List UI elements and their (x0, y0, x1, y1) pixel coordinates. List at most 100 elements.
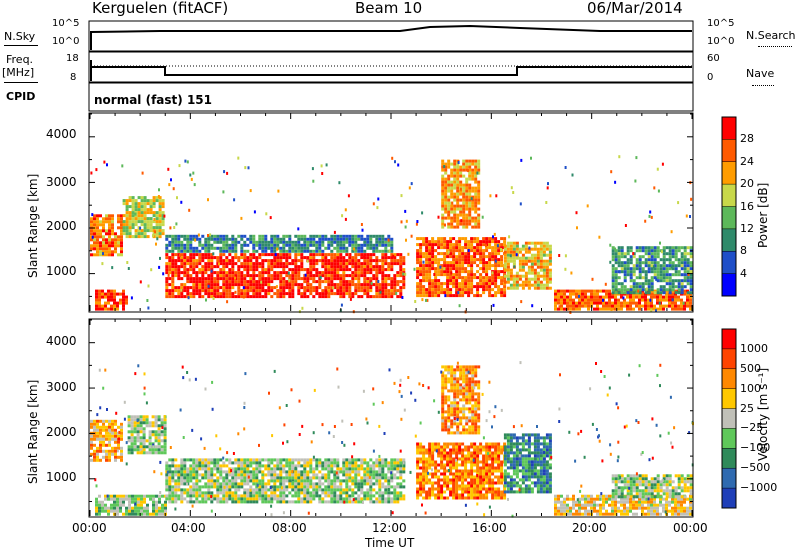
power-scatter-cell (598, 236, 600, 239)
power-cell (288, 286, 291, 289)
velocity-cell (140, 501, 143, 504)
power-cell (189, 253, 192, 256)
power-cell (327, 286, 330, 289)
power-cell (422, 279, 425, 282)
power-cell (255, 244, 258, 247)
velocity-cell (120, 453, 123, 456)
velocity-cell (276, 458, 279, 461)
power-cell (468, 202, 471, 205)
power-cell (519, 275, 522, 278)
power-cell (422, 285, 425, 288)
power-cell (569, 305, 572, 308)
velocity-cell (180, 461, 183, 464)
power-cell (261, 295, 264, 298)
velocity-cell (102, 450, 105, 453)
power-cell (402, 268, 405, 271)
velocity-cell (107, 510, 110, 513)
power-cell (482, 285, 485, 288)
power-cell (246, 250, 249, 253)
power-cell (375, 238, 378, 241)
velocity-cell (378, 467, 381, 470)
power-cell (107, 302, 110, 305)
velocity-cell (225, 485, 228, 488)
power-cell (165, 292, 168, 295)
power-cell (494, 285, 497, 288)
power-cell (630, 279, 633, 282)
power-cell (399, 280, 402, 283)
power-scatter-cell (690, 198, 692, 201)
power-cell (336, 250, 339, 253)
power-cell (510, 245, 513, 248)
power-cell (464, 285, 467, 288)
power-cell (357, 280, 360, 283)
power-cell (488, 246, 491, 249)
power-cell (455, 249, 458, 252)
power-cell (516, 257, 519, 260)
power-cell (636, 267, 639, 270)
velocity-cell (158, 501, 161, 504)
velocity-cell (228, 473, 231, 476)
power-scatter-cell (444, 294, 446, 297)
power-cell (264, 277, 267, 280)
power-cell (297, 238, 300, 241)
power-cell (279, 292, 282, 295)
velocity-cell (378, 461, 381, 464)
power-cell (252, 247, 255, 250)
power-cell (467, 291, 470, 294)
power-scatter-cell (377, 280, 379, 283)
power-cell (462, 220, 465, 223)
power-cell (315, 244, 318, 247)
power-cell (461, 258, 464, 261)
power-cell (399, 253, 402, 256)
velocity-cell (252, 491, 255, 494)
power-cell (147, 220, 150, 223)
velocity-cell (192, 467, 195, 470)
power-scatter-cell (260, 281, 262, 284)
velocity-cell (372, 500, 375, 503)
velocity-cell (234, 473, 237, 476)
power-scatter-cell (493, 304, 495, 307)
power-cell (339, 235, 342, 238)
power-cell (384, 286, 387, 289)
power-cell (456, 208, 459, 211)
power-cell (198, 268, 201, 271)
power-cell (507, 275, 510, 278)
velocity-cell (375, 461, 378, 464)
velocity-cell (273, 479, 276, 482)
power-cell (447, 175, 450, 178)
velocity-cell (177, 464, 180, 467)
velocity-cell (348, 485, 351, 488)
velocity-cell (285, 461, 288, 464)
velocity-cell (143, 418, 146, 421)
velocity-cell (294, 473, 297, 476)
velocity-cell (219, 500, 222, 503)
power-cell (660, 288, 663, 291)
power-cell (639, 267, 642, 270)
power-cell (201, 283, 204, 286)
power-cell (186, 292, 189, 295)
velocity-cell (324, 467, 327, 470)
velocity-cell (369, 491, 372, 494)
power-cell (569, 290, 572, 293)
power-cell (479, 294, 482, 297)
power-scatter-cell (391, 157, 393, 160)
power-cell (150, 229, 153, 232)
power-cell (129, 217, 132, 220)
power-cell (195, 247, 198, 250)
power-cell (228, 271, 231, 274)
power-cell (528, 266, 531, 269)
power-cell (210, 277, 213, 280)
power-cell (363, 277, 366, 280)
power-cell (363, 238, 366, 241)
power-cell (456, 181, 459, 184)
power-cell (125, 296, 128, 299)
velocity-cell (327, 494, 330, 497)
power-cell (687, 267, 690, 270)
velocity-cell (228, 485, 231, 488)
velocity-cell (177, 494, 180, 497)
power-cell (537, 281, 540, 284)
power-cell (312, 238, 315, 241)
velocity-cell (189, 473, 192, 476)
power-cell (626, 305, 629, 308)
velocity-cell (210, 473, 213, 476)
